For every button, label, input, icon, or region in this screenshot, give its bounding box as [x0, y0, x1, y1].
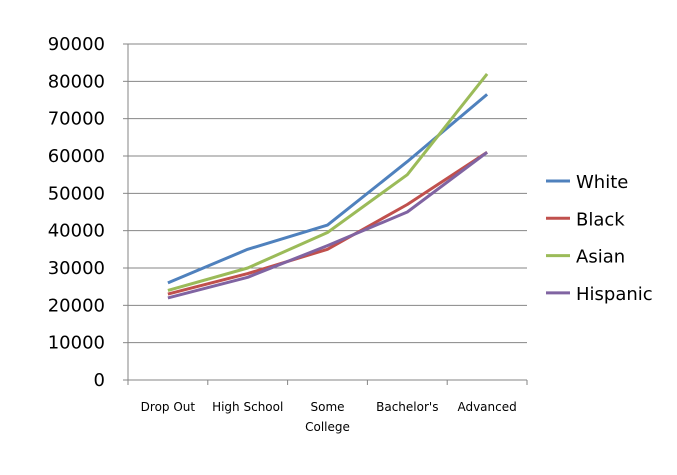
x-tick-label: Advanced: [457, 400, 516, 414]
x-tick-label: Drop Out: [141, 400, 196, 414]
axes: [127, 44, 528, 385]
y-tick-label: 40000: [48, 221, 105, 242]
legend-label-black: Black: [576, 209, 625, 230]
series-line-black: [167, 151, 488, 296]
x-tick-label: Bachelor's: [376, 400, 438, 414]
x-tick-label: Some College: [305, 400, 350, 434]
y-tick-label: 0: [94, 370, 105, 391]
y-tick-label: 80000: [48, 71, 105, 92]
y-tick-label: 70000: [48, 109, 105, 130]
y-tick-label: 20000: [48, 295, 105, 316]
x-axis-tick-labels: Drop Out High School Some College Bachelor's…: [141, 400, 517, 434]
series-line-asian: [167, 72, 489, 292]
y-tick-label: 90000: [48, 34, 105, 55]
gridlines: [128, 43, 527, 344]
series-lines: [167, 72, 489, 300]
legend-label-hispanic: Hispanic: [576, 284, 653, 305]
y-tick-label: 10000: [48, 333, 105, 354]
y-axis-tick-labels: 0 10000 20000 30000 40000 50000 60000 70000 8000…: [48, 34, 128, 391]
y-tick-label: 50000: [48, 183, 105, 204]
legend-label-asian: Asian: [576, 247, 625, 268]
x-tick-label: High School: [212, 400, 283, 414]
y-tick-label: 30000: [48, 258, 105, 279]
y-tick-label: 60000: [48, 146, 105, 167]
legend-label-white: White: [576, 172, 628, 193]
legend: White Black Asian Hispanic: [546, 172, 653, 305]
